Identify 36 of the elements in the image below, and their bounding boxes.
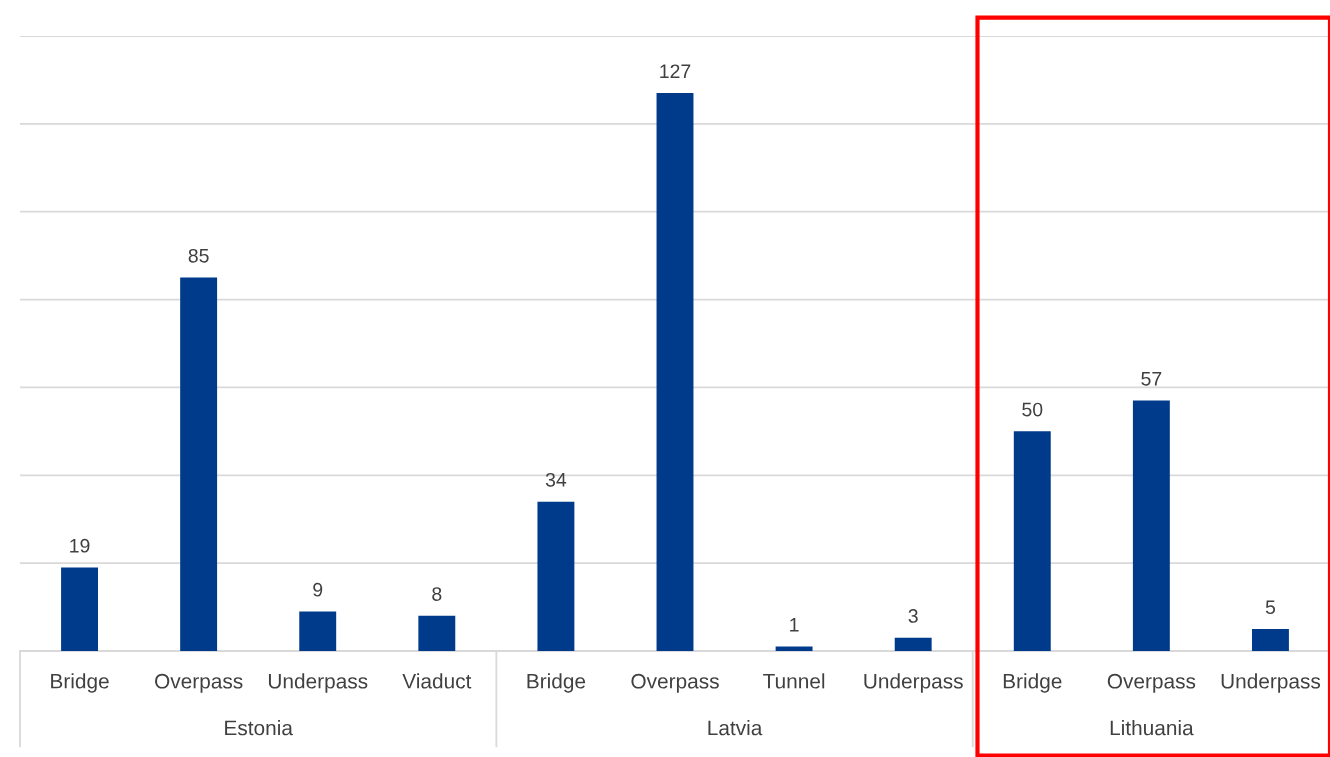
bar [537,501,575,651]
bar [61,567,98,651]
x-tick-label: Overpass [1107,673,1196,693]
bar [1252,629,1289,651]
data-label: 5 [1265,600,1276,615]
x-tick-label: Underpass [864,673,963,693]
x-tick-label: Bridge [527,673,586,693]
bar [299,611,337,651]
data-label: 34 [545,472,567,487]
text: Latvia [708,720,763,736]
bar [775,646,813,651]
x-tick-label: Overpass [155,673,243,693]
bar [894,637,932,651]
data-label: 50 [1022,402,1043,417]
data-label: 85 [188,248,209,263]
data-label: 9 [313,582,323,597]
x-tick-label: Viaduct [402,673,472,689]
data-label: 8 [432,587,442,601]
data-label: 57 [1141,372,1162,386]
x-tick-label: Underpass [268,673,368,693]
data-label: 1 [790,618,799,632]
data-label: 19 [70,538,90,553]
x-tick-label: Bridge [51,673,109,693]
text: Estonia [225,720,293,736]
data-label: 127 [660,64,691,78]
x-tick-label: Overpass [631,673,719,693]
x-tick-label: Bridge [1003,673,1062,693]
bar [1013,431,1051,651]
bar [1132,400,1170,651]
x-tick-label: Underpass [1221,673,1321,693]
x-tick-label: Tunnel [763,673,825,689]
text: Lithuania [1110,720,1194,736]
bar [180,277,218,651]
bar [656,93,694,651]
bar [418,615,456,651]
data-label: 3 [908,609,918,623]
